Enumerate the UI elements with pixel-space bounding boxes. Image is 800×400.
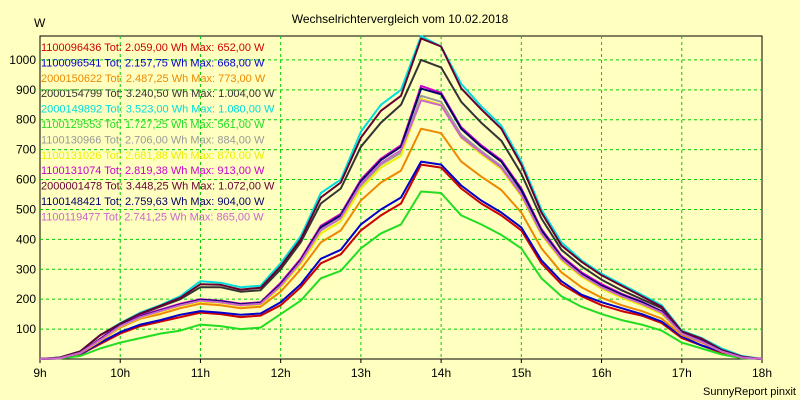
- legend-entry-2000149892: 2000149892 Tot: 3.523,00 Wh Max: 1.080,0…: [41, 104, 275, 116]
- legend-entry-2000154799: 2000154799 Tot: 3.240,50 Wh Max: 1.004,0…: [41, 88, 275, 100]
- legend-entry-1100131026: 1100131026 Tot: 2.681,88 Wh Max: 870,00 …: [41, 150, 265, 162]
- y-tick-label: 100: [16, 322, 36, 336]
- y-axis-ticks: 100 200 300 400 500 600 700 800 900 1000: [9, 53, 36, 336]
- legend-entry-1100148421: 1100148421 Tot: 2.759,63 Wh Max: 904,00 …: [41, 196, 265, 208]
- legend-entry-1100119477: 1100119477 Tot: 2.741,25 Wh Max: 865,00 …: [41, 211, 264, 223]
- series-line-1100096436: [39, 163, 763, 360]
- legend-entry-1100096541: 1100096541 Tot: 2.157,75 Wh Max: 668,00 …: [41, 57, 265, 69]
- y-tick-label: 700: [16, 143, 36, 157]
- x-axis-ticks: 9h 10h 11h 12h 13h 14h 15h 16h 17h 18h: [33, 359, 772, 380]
- chart-title: Wechselrichtervergleich vom 10.02.2018: [292, 12, 509, 26]
- x-tick-label: 10h: [110, 366, 130, 380]
- x-tick-label: 9h: [33, 366, 46, 380]
- x-tick-label: 12h: [271, 366, 291, 380]
- series-line-2000001478: [39, 37, 763, 360]
- series-line-1100096541: [39, 160, 763, 360]
- legend-entry-1100096436: 1100096436 Tot: 2.059,00 Wh Max: 652,00 …: [41, 42, 265, 54]
- x-tick-label: 16h: [592, 366, 612, 380]
- legend-entry-2000150622: 2000150622 Tot: 2.487,25 Wh Max: 773,00 …: [41, 73, 266, 85]
- footer-credit: SunnyReport pinxit: [703, 386, 796, 398]
- series-line-1100129553: [39, 190, 763, 360]
- y-tick-label: 500: [16, 202, 36, 216]
- legend-entry-1100129553: 1100129553 Tot: 1.727,25 Wh Max: 561,00 …: [41, 119, 265, 131]
- legend-entry-1100130966: 1100130966 Tot: 2.706,00 Wh Max: 884,00 …: [41, 134, 265, 146]
- x-tick-label: 17h: [672, 366, 692, 380]
- series-line-1100119477: [39, 99, 763, 360]
- y-tick-label: 1000: [9, 53, 36, 67]
- legend: 1100096436 Tot: 2.059,00 Wh Max: 652,00 …: [41, 42, 275, 223]
- y-tick-label: 900: [16, 83, 36, 97]
- series-line-2000150622: [39, 127, 763, 360]
- x-tick-label: 11h: [191, 366, 210, 380]
- y-tick-label: 300: [16, 262, 36, 276]
- x-tick-label: 14h: [431, 366, 451, 380]
- y-tick-label: 800: [16, 113, 36, 127]
- series-lines: [39, 35, 763, 360]
- legend-entry-2000001478: 2000001478 Tot: 3.448,25 Wh Max: 1.072,0…: [41, 181, 275, 193]
- x-tick-label: 18h: [752, 366, 772, 380]
- y-tick-label: 600: [16, 173, 36, 187]
- x-tick-label: 15h: [511, 366, 531, 380]
- y-tick-label: 400: [16, 232, 36, 246]
- x-tick-label: 13h: [351, 366, 371, 380]
- y-unit-label: W: [34, 16, 46, 30]
- y-tick-label: 200: [16, 292, 36, 306]
- legend-entry-1100131074: 1100131074 Tot: 2.819,38 Wh Max: 913,00 …: [41, 165, 265, 177]
